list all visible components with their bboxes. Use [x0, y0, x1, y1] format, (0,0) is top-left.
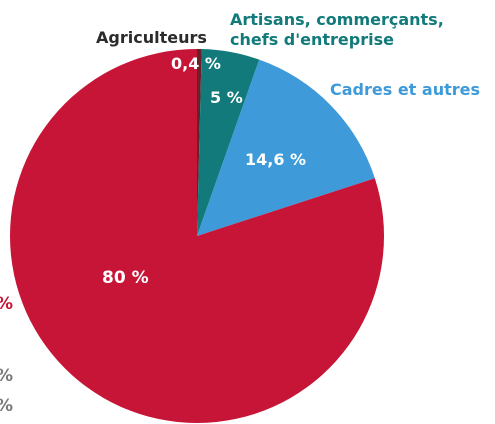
label-cadres: Cadres et autres — [330, 80, 480, 99]
label-artisans-line1: Artisans, commerçants, — [230, 10, 444, 29]
slice-artisans — [197, 49, 260, 237]
pie-slices — [10, 49, 385, 424]
value-label-agriculteurs: 0,4 % — [171, 54, 221, 73]
value-label-artisans: 5 % — [210, 88, 243, 107]
cropped-text-fragment: % — [0, 367, 13, 386]
value-label-cadres: 14,6 % — [245, 150, 307, 169]
slice-cadres — [197, 59, 375, 236]
cropped-text-fragment: % — [0, 397, 13, 416]
slice-main — [10, 49, 385, 424]
slice-agriculteurs — [197, 49, 202, 236]
cropped-text-fragment: % — [0, 295, 13, 314]
value-label-main: 80 % — [102, 268, 149, 288]
label-artisans-line2: chefs d'entreprise — [230, 30, 394, 49]
label-agriculteurs: Agriculteurs — [96, 28, 207, 47]
